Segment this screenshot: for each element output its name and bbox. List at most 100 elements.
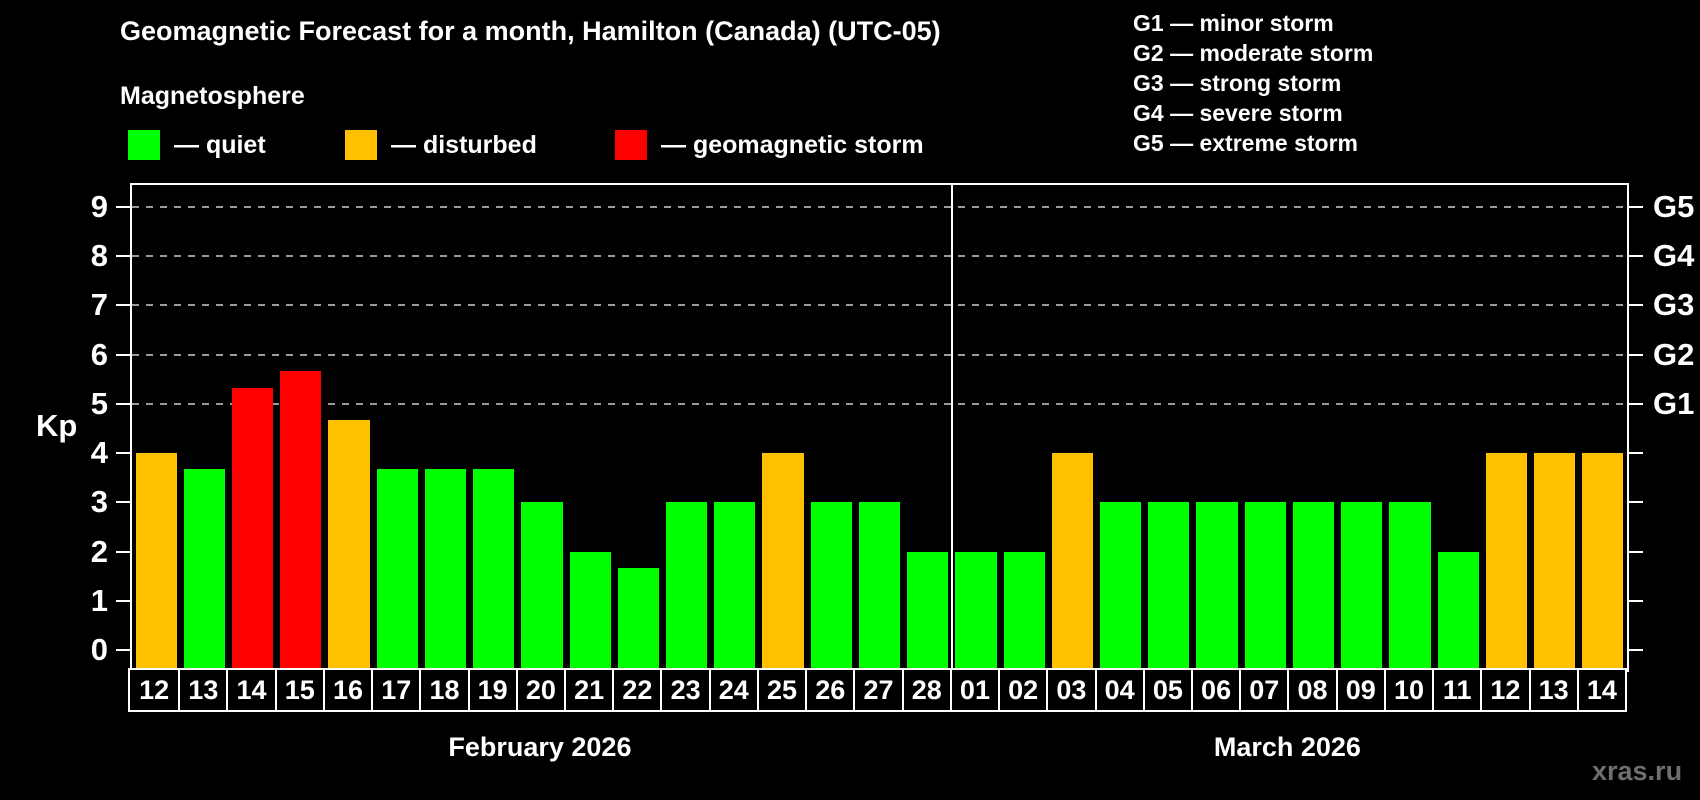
day-label: 06 (1190, 670, 1240, 710)
storm-scale-g1: G1 — minor storm (1133, 10, 1334, 36)
right-axis-tick (1629, 304, 1643, 307)
kp-bar-day-24 (714, 502, 756, 670)
day-label: 12 (130, 670, 179, 710)
day-label: 24 (708, 670, 757, 710)
month-divider (950, 185, 953, 670)
right-axis-tick (1629, 550, 1643, 553)
legend-label-quiet: — quiet (174, 130, 266, 159)
day-label: 17 (371, 670, 420, 710)
g-scale-label: G5 (1653, 189, 1695, 225)
legend-label-disturbed: — disturbed (391, 130, 537, 159)
gridline-kp7 (132, 304, 1627, 307)
y-axis-tick (116, 649, 130, 651)
kp-bar-day-28 (907, 551, 949, 670)
kp-bar-day-23 (665, 502, 708, 670)
g-scale-label: G3 (1653, 287, 1695, 323)
kp-bar-day-12 (1485, 453, 1528, 670)
kp-bar-day-09 (1341, 502, 1383, 670)
y-tick-label: 5 (90, 385, 108, 421)
kp-bar-day-06 (1196, 502, 1238, 670)
y-axis-tick (116, 452, 130, 455)
month-label-march: March 2026 (1213, 732, 1361, 762)
day-label: 14 (226, 670, 275, 710)
day-label: 22 (612, 670, 661, 710)
day-label: 09 (1335, 670, 1384, 710)
watermark: xras.ru (1592, 756, 1683, 786)
disturbed-color-swatch (345, 130, 377, 160)
page-title: Geomagnetic Forecast for a month, Hamilt… (120, 16, 941, 46)
kp-bar-day-18 (424, 469, 467, 670)
y-axis-tick (116, 304, 130, 307)
day-label: 03 (1046, 670, 1095, 710)
storm-color-swatch (615, 130, 647, 160)
y-tick-label: 0 (90, 632, 108, 667)
kp-bar-day-21 (569, 551, 611, 670)
kp-bar-day-10 (1389, 502, 1431, 670)
legend-item-disturbed: — disturbed (345, 130, 537, 160)
kp-bar-day-05 (1148, 502, 1190, 670)
y-tick-label: 4 (90, 435, 108, 471)
kp-bar-day-17 (376, 469, 418, 670)
day-label: 23 (660, 670, 709, 710)
storm-scale-g4: G4 — severe storm (1133, 100, 1343, 126)
day-label: 19 (467, 670, 516, 710)
right-axis-tick (1629, 649, 1643, 651)
gridline-kp9 (132, 206, 1627, 209)
right-axis-tick (1629, 206, 1643, 209)
y-tick-label: 8 (90, 238, 108, 274)
kp-bar-day-13 (1534, 453, 1576, 670)
quiet-color-swatch (128, 130, 160, 160)
y-axis-tick (116, 353, 130, 356)
kp-bar-day-22 (617, 567, 659, 670)
day-label: 02 (998, 670, 1047, 710)
kp-bar-day-25 (762, 453, 804, 670)
right-axis-tick (1629, 353, 1643, 356)
right-axis-tick (1629, 402, 1643, 405)
kp-bar-day-02 (1003, 551, 1045, 670)
plot-area: 0 1 2 3 4 5 6 7 8 9 G1 G2 G3 G4 G5 (91, 183, 1694, 672)
day-label: 13 (178, 670, 227, 710)
kp-bar-day-11 (1437, 551, 1479, 670)
gridline-kp6 (132, 353, 1627, 356)
y-axis-tick (116, 550, 130, 553)
kp-bar-day-20 (521, 502, 563, 670)
g-scale-label: G4 (1653, 238, 1695, 274)
day-label: 04 (1094, 670, 1143, 710)
kp-bar-day-13 (183, 469, 225, 670)
y-tick-label: 1 (90, 582, 108, 618)
y-tick-label: 9 (90, 189, 108, 225)
y-axis-tick (116, 501, 130, 504)
day-label: 21 (564, 670, 613, 710)
kp-bar-day-27 (858, 502, 901, 670)
y-tick-label: 2 (90, 533, 108, 569)
kp-bar-day-16 (328, 420, 370, 670)
g-scale-label: G1 (1653, 385, 1695, 421)
day-label: 12 (1480, 670, 1529, 710)
month-label-february: February 2026 (448, 732, 632, 762)
day-label: 20 (515, 670, 565, 710)
kp-bar-day-01 (955, 551, 997, 670)
y-axis-tick (116, 255, 130, 258)
storm-scale-g5: G5 — extreme storm (1133, 130, 1358, 156)
day-label: 05 (1142, 670, 1191, 710)
day-label: 11 (1432, 670, 1481, 710)
y-axis-tick (116, 599, 130, 602)
right-axis-tick (1629, 599, 1643, 602)
g-scale-label: G2 (1653, 336, 1695, 372)
legend-item-storm: — geomagnetic storm (615, 130, 924, 160)
gridline-kp5 (132, 402, 1627, 405)
day-label: 08 (1287, 670, 1336, 710)
y-tick-label: 6 (90, 336, 108, 372)
right-axis-tick (1629, 255, 1643, 258)
y-tick-label: 7 (90, 287, 108, 323)
y-axis-tick (116, 402, 130, 405)
gridline-kp8 (132, 255, 1627, 258)
day-label: 16 (322, 670, 372, 710)
legend-item-quiet: — quiet (128, 130, 266, 160)
kp-bar-day-03 (1051, 453, 1093, 670)
day-label: 14 (1576, 670, 1625, 710)
y-axis-tick (116, 206, 130, 209)
day-label: 28 (901, 670, 950, 710)
kp-bar-day-08 (1292, 502, 1335, 670)
